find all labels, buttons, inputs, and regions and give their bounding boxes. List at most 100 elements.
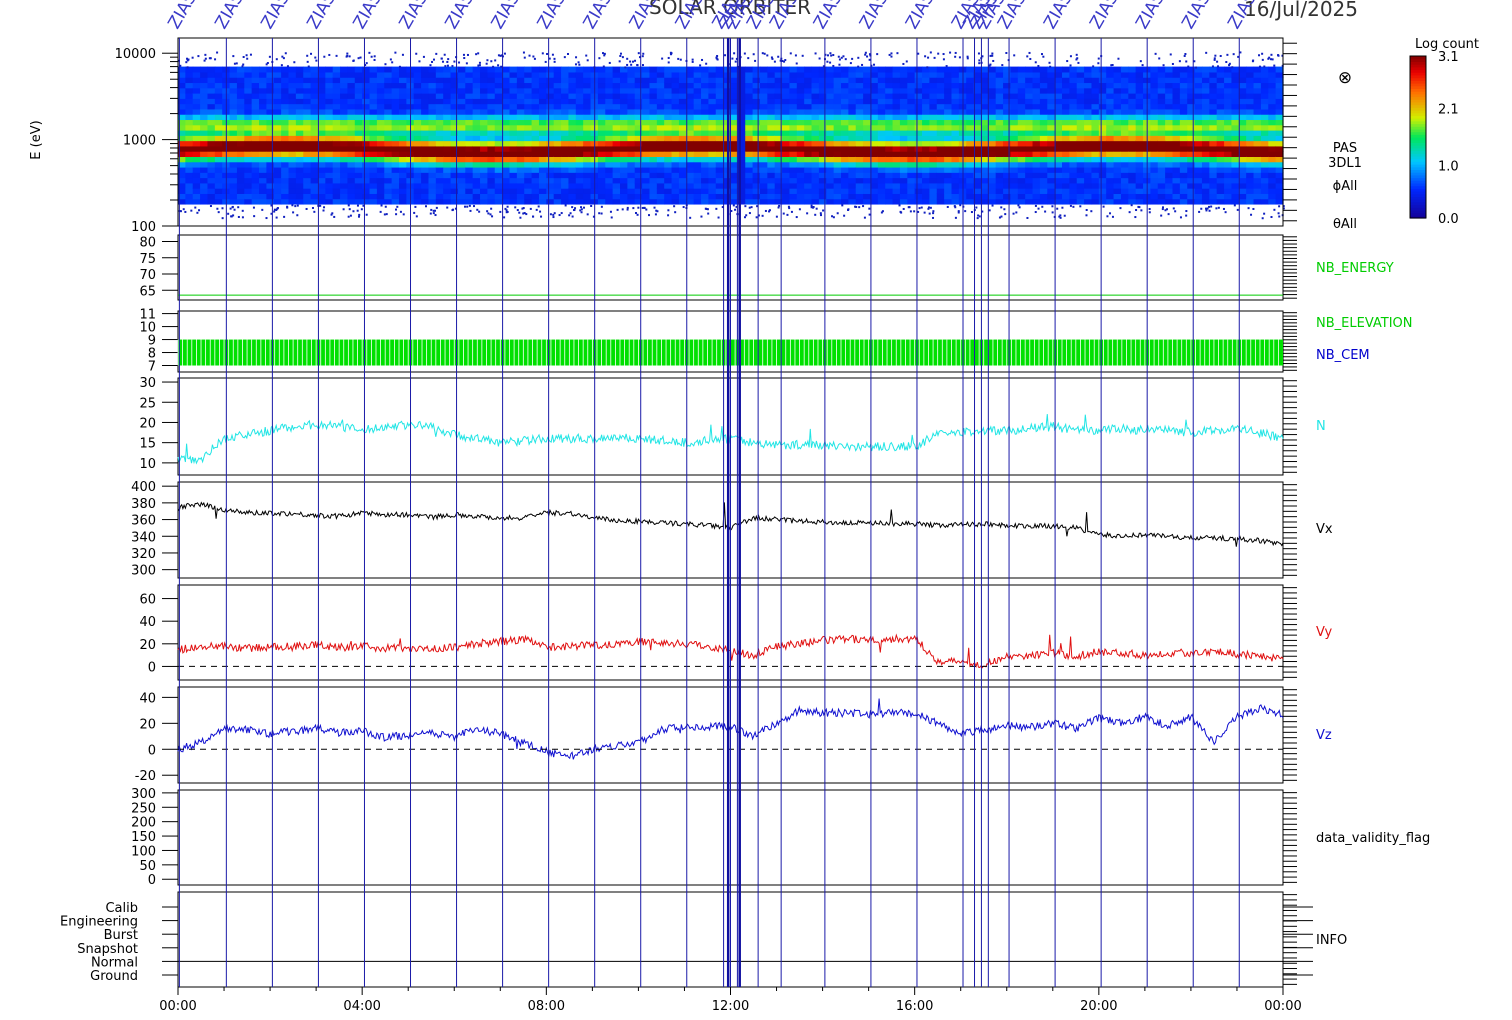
spectrogram-cell bbox=[826, 177, 835, 184]
spectrogram-speckle bbox=[485, 62, 488, 65]
spectrogram-cell bbox=[1275, 87, 1284, 94]
spectrogram-cell bbox=[1010, 135, 1019, 142]
spectrogram-cell bbox=[951, 71, 960, 78]
spectrogram-cell bbox=[899, 193, 908, 200]
spectrogram-speckle bbox=[855, 205, 858, 208]
spectrogram-cell bbox=[649, 172, 658, 179]
spectrogram-cell bbox=[944, 161, 953, 168]
spectrogram-cell bbox=[1150, 87, 1159, 94]
spectrogram-speckle bbox=[641, 206, 644, 209]
spectrogram-cell bbox=[1224, 151, 1233, 158]
spectrogram-cell bbox=[317, 66, 326, 73]
spectrogram-cell bbox=[782, 145, 791, 152]
spectrogram-cell bbox=[185, 129, 194, 136]
spectrogram-cell bbox=[443, 182, 452, 189]
spectrogram-cell bbox=[944, 103, 953, 110]
spectrogram-cell bbox=[185, 114, 194, 121]
spectrogram-cell bbox=[413, 140, 422, 147]
spectrogram-cell bbox=[995, 82, 1004, 89]
spectrogram-cell bbox=[1231, 129, 1240, 136]
spectrogram-cell bbox=[1113, 172, 1122, 179]
spectrogram-speckle bbox=[843, 214, 846, 217]
spectrogram-cell bbox=[200, 166, 209, 173]
spectrogram-cell bbox=[841, 166, 849, 173]
spectrogram-cell bbox=[1246, 129, 1255, 136]
spectrogram-cell bbox=[1253, 77, 1262, 84]
spectrogram-cell bbox=[789, 182, 798, 189]
spectrogram-speckle bbox=[504, 207, 507, 210]
spectrogram-cell bbox=[259, 77, 267, 84]
spectrogram-cell bbox=[1179, 151, 1188, 158]
spectrogram-speckle bbox=[270, 212, 273, 215]
spectrogram-cell bbox=[708, 87, 717, 94]
spectrogram-cell bbox=[494, 71, 503, 78]
spectrogram-cell bbox=[789, 108, 798, 115]
spectrogram-cell bbox=[494, 188, 503, 194]
spectrogram-speckle bbox=[330, 213, 333, 216]
spectrogram-cell bbox=[1150, 156, 1159, 163]
spectrogram-cell bbox=[988, 77, 997, 84]
spectrogram-cell bbox=[922, 198, 930, 205]
spectrogram-cell bbox=[818, 151, 827, 158]
spectrogram-cell bbox=[310, 93, 319, 99]
spectrogram-cell bbox=[848, 82, 857, 89]
spectrogram-cell bbox=[656, 193, 665, 200]
spectrogram-cell bbox=[627, 161, 636, 168]
spectrogram-cell bbox=[465, 140, 474, 147]
spectrogram-cell bbox=[1120, 166, 1129, 173]
spectrogram-cell bbox=[421, 108, 430, 115]
spectrogram-cell bbox=[870, 71, 879, 78]
spectrogram-cell bbox=[708, 71, 717, 78]
spectrogram-speckle bbox=[1261, 52, 1264, 55]
spectrogram-cell bbox=[457, 172, 466, 179]
spectrogram-cell bbox=[980, 71, 989, 78]
Vz-tick-label: -20 bbox=[135, 769, 156, 784]
spectrogram-cell bbox=[1268, 82, 1277, 89]
spectrogram-cell bbox=[678, 177, 687, 184]
spectrogram-speckle bbox=[1102, 205, 1105, 208]
spectrogram-cell bbox=[1128, 77, 1137, 84]
spectrogram-cell bbox=[671, 151, 680, 158]
spectrogram-cell bbox=[973, 87, 982, 94]
spectrogram-cell bbox=[686, 98, 695, 105]
spectrogram-cell bbox=[1135, 182, 1144, 189]
spectrogram-speckle bbox=[579, 209, 582, 212]
spectrogram-speckle bbox=[273, 208, 276, 211]
spectrogram-cell bbox=[995, 98, 1004, 105]
spectrogram-cell bbox=[236, 114, 245, 121]
spectrogram-cell bbox=[914, 156, 923, 163]
elevation-tick-label: 9 bbox=[148, 334, 156, 349]
spectrogram-cell bbox=[1128, 188, 1137, 194]
spectrogram-cell bbox=[1113, 188, 1122, 194]
spectrogram-cell bbox=[922, 129, 930, 136]
spectrogram-cell bbox=[686, 182, 695, 189]
spectrogram-cell bbox=[561, 103, 570, 110]
spectrogram-cell bbox=[266, 177, 275, 184]
spectrogram-cell bbox=[487, 151, 496, 158]
spectrogram-cell bbox=[1194, 188, 1203, 194]
spectrogram-cell bbox=[686, 177, 695, 184]
spectrogram-cell bbox=[922, 103, 930, 110]
spectrogram-cell bbox=[1224, 156, 1233, 163]
spectrogram-cell bbox=[546, 198, 555, 205]
spectrogram-cell bbox=[1069, 135, 1078, 142]
spectrogram-cell bbox=[1275, 193, 1284, 200]
spectrogram-cell bbox=[730, 93, 739, 99]
spectrogram-cell bbox=[295, 129, 304, 136]
spectrogram-cell bbox=[428, 166, 437, 173]
spectrogram-cell bbox=[1069, 198, 1078, 205]
spectrogram-cell bbox=[259, 161, 267, 168]
spectrogram-cell bbox=[649, 135, 658, 142]
spectrogram-cell bbox=[1194, 172, 1203, 179]
spectrogram-cell bbox=[524, 172, 533, 179]
spectrogram-cell bbox=[730, 77, 739, 84]
spectrogram-cell bbox=[818, 145, 827, 152]
spectrogram-speckle bbox=[1178, 60, 1181, 63]
spectrogram-speckle bbox=[311, 206, 314, 209]
spectrogram-cell bbox=[259, 87, 267, 94]
spectrogram-cell bbox=[1194, 124, 1203, 131]
spectrogram-cell bbox=[1268, 124, 1277, 131]
spectrogram-cell bbox=[944, 188, 953, 194]
spectrogram-cell bbox=[347, 66, 356, 73]
spectrogram-cell bbox=[841, 161, 849, 168]
